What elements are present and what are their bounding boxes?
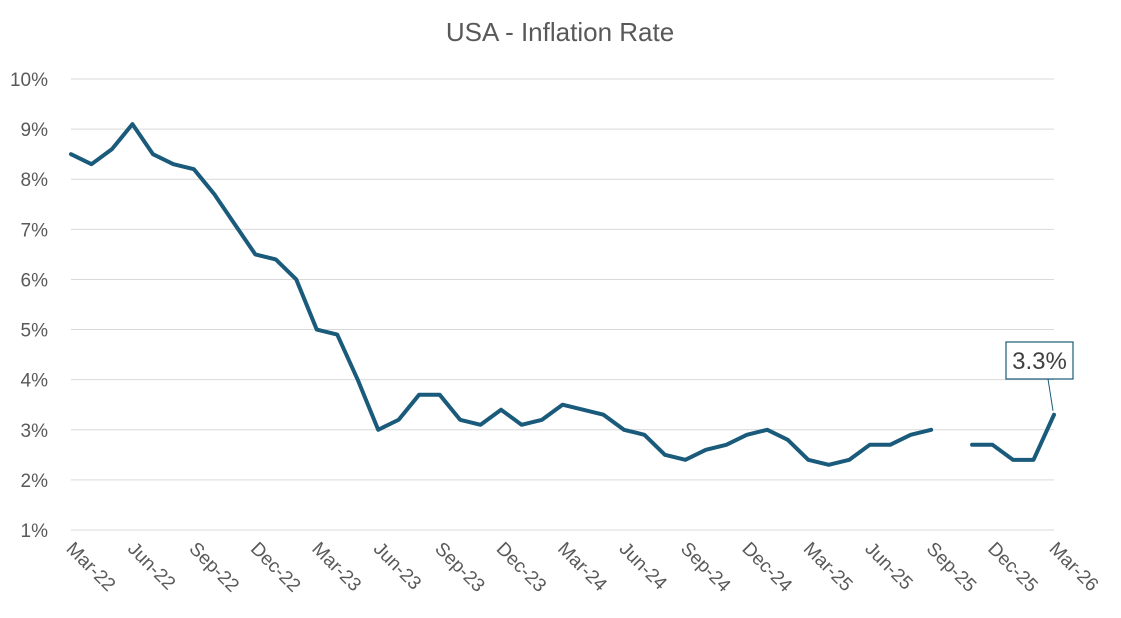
x-tick-label: Jun-23: [369, 538, 425, 594]
annotation-layer: 3.3%: [1005, 341, 1074, 411]
gridlines: [71, 78, 1054, 531]
series-layer: [69, 122, 1056, 467]
x-tick-label: Sep-24: [676, 538, 734, 596]
x-tick-label: Mar-26: [1045, 538, 1102, 595]
chart-title: USA - Inflation Rate: [446, 17, 674, 47]
x-tick-label: Mar-24: [553, 538, 611, 596]
x-tick-label: Sep-23: [430, 538, 488, 596]
y-tick-label: 3%: [21, 421, 49, 442]
x-tick-label: Dec-24: [738, 538, 796, 596]
x-tick-label: Jun-22: [123, 538, 179, 594]
x-axis-tick-labels: Mar-22 Jun-22 Sep-22 Dec-22 Mar-23 Jun-23 Sep-…: [62, 538, 1102, 596]
callout-label: 3.3%: [1012, 348, 1067, 375]
x-tick-label: Jun-24: [615, 538, 671, 594]
x-tick-label: Dec-25: [983, 538, 1041, 596]
y-axis-tick-labels: 1% 2% 3% 4% 5% 6% 7% 8% 9% 10%: [10, 70, 48, 542]
x-tick-label: Sep-25: [922, 538, 980, 596]
callout-box: [1005, 341, 1074, 380]
y-tick-label: 4%: [21, 371, 49, 392]
y-tick-label: 2%: [21, 471, 49, 492]
x-tick-label: Mar-25: [799, 538, 856, 595]
x-tick-label: Mar-23: [308, 538, 365, 595]
callout-leader-line: [1047, 378, 1054, 411]
x-tick-label: Jun-25: [860, 538, 916, 594]
y-tick-label: 6%: [21, 270, 49, 291]
y-tick-label: 9%: [21, 120, 49, 141]
y-tick-label: 8%: [21, 170, 49, 191]
y-tick-label: 5%: [21, 321, 49, 342]
x-tick-label: Dec-22: [246, 538, 304, 596]
series-line-segment: [69, 122, 934, 467]
y-tick-label: 1%: [21, 521, 49, 542]
y-tick-label: 7%: [21, 220, 49, 241]
series-line-segment: [970, 412, 1056, 462]
x-tick-label: Mar-22: [62, 538, 119, 595]
x-tick-label: Dec-23: [492, 538, 550, 596]
x-tick-label: Sep-22: [185, 538, 243, 596]
y-tick-label: 10%: [10, 70, 48, 91]
